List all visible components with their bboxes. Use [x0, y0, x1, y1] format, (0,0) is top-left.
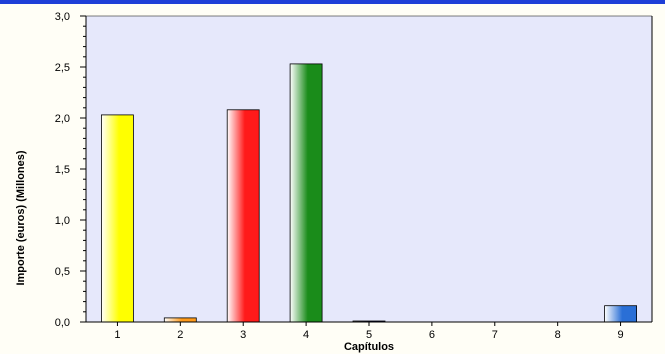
x-tick-label: 1 — [114, 329, 120, 341]
bars-layer — [101, 63, 637, 323]
x-tick-label: 9 — [617, 329, 623, 341]
x-tick-label: 5 — [366, 329, 372, 341]
bar-4 — [289, 63, 323, 323]
y-axis-title: Importe (euros) (Millones) — [15, 150, 27, 285]
x-tick-label: 2 — [177, 329, 183, 341]
x-tick-label: 7 — [492, 329, 498, 341]
x-tick-label: 6 — [429, 329, 435, 341]
bar-2 — [163, 317, 197, 323]
plot-area — [86, 16, 652, 322]
x-tick-label: 8 — [555, 329, 561, 341]
y-tick-label: 3,0 — [55, 11, 70, 23]
x-tick-label: 4 — [303, 329, 309, 341]
top-border-strip — [0, 0, 665, 4]
y-tick-label: 1,5 — [55, 164, 70, 176]
bar-9 — [604, 305, 637, 323]
y-tick-label: 0,0 — [55, 317, 70, 329]
y-tick-label: 2,0 — [55, 113, 70, 125]
y-tick-label: 0,5 — [55, 266, 70, 278]
axes-layer: 1 2 3 4 5 6 7 8 9 0,0 0,5 1,0 1,5 2,0 2,5 3,0 — [55, 11, 653, 341]
y-tick-label: 1,0 — [55, 215, 70, 227]
bar-1 — [101, 114, 134, 323]
y-tick-label: 2,5 — [55, 62, 70, 74]
bar-3 — [226, 109, 260, 323]
x-axis-title: Capítulos — [344, 341, 394, 353]
x-tick-label: 3 — [240, 329, 246, 341]
